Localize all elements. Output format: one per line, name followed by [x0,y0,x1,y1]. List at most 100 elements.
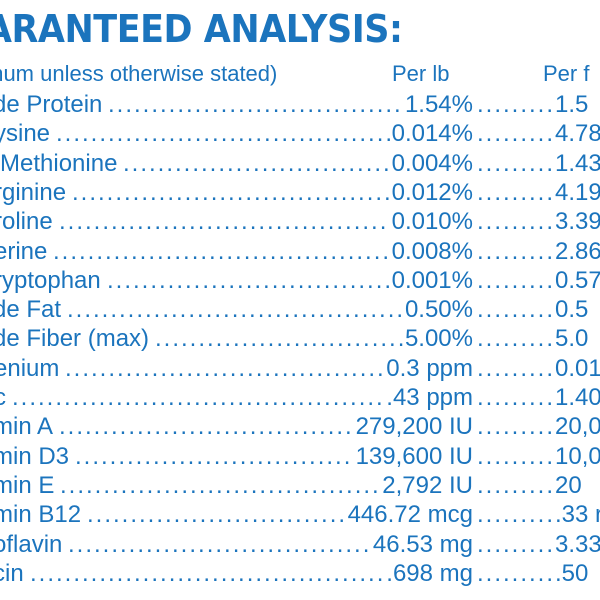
dot-leader: .......... [477,559,553,587]
dot-leader: ........................................… [30,559,384,587]
nutrient-name: ysine [0,120,51,148]
dot-leader: ................................. [87,501,346,529]
dot-leader: .......... [477,354,553,382]
dot-leader: .......... [477,149,553,177]
value-per-lb: 0.010% [391,208,473,236]
nutrient-name: min E [0,471,55,499]
dot-leader: .......... [477,237,553,265]
dot-leader: .................................. [123,149,390,177]
value-per-lb: 0.50% [404,296,473,324]
dot-leader: .......... [477,178,553,206]
value-per-f: 0.5 [555,296,589,324]
dot-leader: .......... [477,530,553,558]
value-per-lb: .698 mg [386,559,473,587]
nutrient-name: cin [0,559,24,587]
value-per-f: 4.78 [555,120,600,148]
analysis-row: ysine...................................… [0,119,600,148]
dot-leader: .................................... [107,266,390,294]
dot-leader: ..................................... [59,413,354,441]
dot-leader: ........................................… [60,471,380,499]
dot-leader: ..................................... [108,91,403,118]
nutrient-name: c [0,384,6,411]
dot-leader: ........................................ [72,178,390,206]
value-per-f: 0.57 [555,266,600,294]
dot-leader: ................................ [155,325,403,353]
nutrient-name: min D3 [0,442,70,470]
dot-leader: .......... [477,120,553,148]
value-per-f: .50 [555,559,589,587]
value-per-lb: 0.014% [391,120,473,148]
dot-leader: .......... [477,442,553,470]
analysis-row: de Protein..............................… [0,90,600,119]
value-per-f: 20,00 [555,413,600,441]
value-per-f: 4.19 [555,178,600,206]
value-per-f: 2.86 [555,237,600,265]
dot-leader: ........................................ [65,354,384,382]
dot-leader: .......... [477,501,553,529]
dot-leader: .......... [477,471,553,499]
nutrient-name: ryptophan [0,266,101,294]
dot-leader: .......... [477,325,553,353]
nutrient-name: roline [0,208,53,236]
dot-leader: .......... [477,296,553,324]
dot-leader: .......... [477,91,553,118]
nutrient-name: de Fat [0,296,62,324]
analysis-row: cin.....................................… [0,559,600,588]
analysis-row: erine...................................… [0,237,600,266]
column-header-per-f: Per f [543,61,590,86]
value-per-lb: 5.00% [404,325,473,353]
nutrient-name: enium [0,354,60,382]
nutrient-name: rginine [0,178,67,206]
value-per-lb: 2,792 IU [382,471,473,499]
analysis-row: min D3..................................… [0,442,600,471]
analysis-row: Methionine..............................… [0,149,600,178]
value-per-f: .33 r [555,501,600,529]
value-per-lb: .43 ppm [386,384,473,411]
dot-leader: ........................................… [59,208,390,236]
analysis-row: de Fat..................................… [0,295,600,324]
analysis-row: rginine.................................… [0,178,600,207]
analysis-row: c.......................................… [0,383,600,412]
analysis-row: de Fiber (max)..........................… [0,324,600,353]
value-per-f: 1.5 [555,91,589,118]
value-per-lb: 46.53 mg [372,530,473,558]
dot-leader: .......... [477,266,553,294]
nutrient-name: min B12 [0,501,82,529]
analysis-row: ryptophan...............................… [0,266,600,295]
dot-leader: ........................................… [67,296,403,324]
value-per-lb: 0.001% [391,266,473,294]
dot-leader: ........................................… [56,120,390,148]
dot-leader: .......... [477,384,553,411]
dot-leader: .......... [477,413,553,441]
nutrient-name: min A [0,413,54,441]
nutrient-name: Methionine [0,149,118,177]
analysis-row: roline..................................… [0,207,600,236]
value-per-f: 1.40 [555,384,600,411]
value-per-lb: 1.54% [404,91,473,118]
column-header-per-lb: Per lb [392,61,450,86]
subtitle: nimum unless otherwise stated) [0,61,278,86]
analysis-row: oflavin.................................… [0,530,600,559]
nutrient-name: de Fiber (max) [0,325,150,353]
value-per-f: 3.39 [555,208,600,236]
dot-leader: ................................... [75,442,354,470]
page-title: UARANTEED ANALYSIS: [0,7,403,51]
dot-leader: ...................................... [68,530,371,558]
dot-leader: ........................................… [53,237,390,265]
analysis-row: min B12.................................… [0,500,600,529]
value-per-lb: 0.004% [391,149,473,177]
value-per-f: 5.0 [555,325,589,353]
analysis-row: min A...................................… [0,412,600,441]
value-per-f: 10,00 [555,442,600,470]
value-per-lb: 0.3 ppm [386,354,473,382]
value-per-f: 20 [555,471,582,499]
value-per-f: 0.010 [555,354,600,382]
value-per-lb: 279,200 IU [355,413,473,441]
value-per-lb: 139,600 IU [355,442,473,470]
value-per-lb: 0.008% [391,237,473,265]
dot-leader: ........................................… [12,384,384,411]
nutrient-name: erine [0,237,48,265]
value-per-f: 3.33 [555,530,600,558]
analysis-row: min E...................................… [0,471,600,500]
